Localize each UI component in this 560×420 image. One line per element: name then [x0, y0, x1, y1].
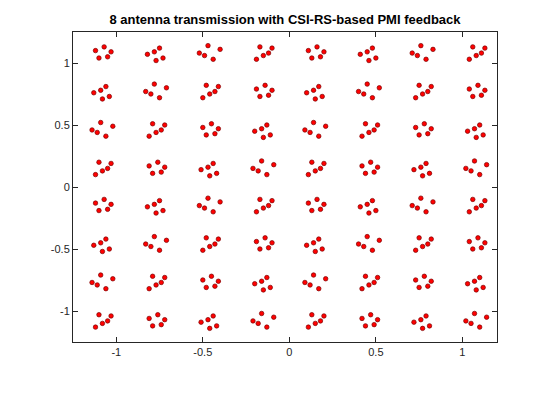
svg-text:-1: -1	[111, 346, 121, 358]
svg-text:-0.5: -0.5	[51, 243, 70, 255]
svg-text:0: 0	[286, 346, 292, 358]
svg-text:-1: -1	[60, 305, 70, 317]
svg-text:-0.5: -0.5	[193, 346, 212, 358]
svg-text:0.5: 0.5	[55, 119, 70, 131]
svg-text:0.5: 0.5	[368, 346, 383, 358]
svg-text:1: 1	[459, 346, 465, 358]
svg-text:1: 1	[64, 57, 70, 69]
svg-text:8 antenna transmission with CS: 8 antenna transmission with CSI-RS-based…	[109, 12, 461, 27]
svg-text:0: 0	[64, 181, 70, 193]
